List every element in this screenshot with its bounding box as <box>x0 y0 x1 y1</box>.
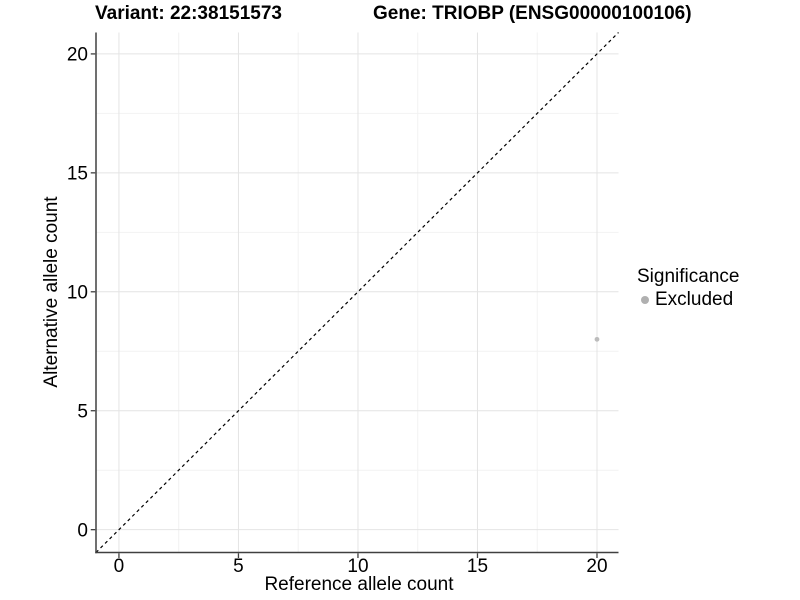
y-tick-label: 5 <box>77 401 88 422</box>
identity-reference-line <box>95 32 619 553</box>
x-tick-label: 15 <box>467 556 488 577</box>
x-axis-title: Reference allele count <box>264 574 454 595</box>
plot-title-gene: Gene: TRIOBP (ENSG00000100106) <box>373 3 692 24</box>
y-tick-label: 0 <box>77 520 88 541</box>
x-tick-label: 10 <box>347 556 368 577</box>
legend-item: Excluded <box>637 290 739 310</box>
x-tick-label: 20 <box>586 556 607 577</box>
y-tick-label: 15 <box>67 163 88 184</box>
y-tick-label: 10 <box>67 282 88 303</box>
legend-title: Significance <box>637 266 740 287</box>
legend: Significance Excluded <box>637 266 739 310</box>
legend-key-dot-icon <box>641 296 649 304</box>
plot-title-variant: Variant: 22:38151573 <box>95 3 282 24</box>
x-tick-label: 0 <box>114 556 125 577</box>
legend-item-label: Excluded <box>655 289 734 310</box>
x-tick-label: 5 <box>233 556 244 577</box>
y-tick-label: 20 <box>67 45 88 66</box>
data-point <box>594 336 600 342</box>
